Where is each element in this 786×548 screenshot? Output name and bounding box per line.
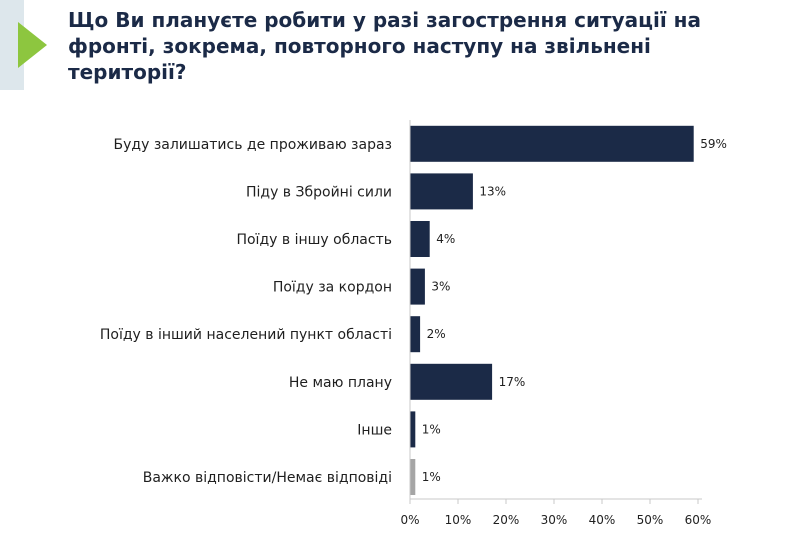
bar: [410, 411, 416, 448]
chart-title-line-1: Що Ви плануєте робити у разі загострення…: [68, 8, 701, 32]
play-arrow-icon: [0, 0, 47, 90]
bar: [410, 221, 430, 257]
value-label: 3%: [431, 280, 450, 294]
category-label: Поїду за кордон: [273, 280, 392, 296]
x-tick-label: 0%: [400, 513, 419, 527]
bar: [410, 125, 694, 162]
x-tick-label: 40%: [589, 513, 616, 527]
value-label: 17%: [499, 375, 526, 389]
chart-title-line-3: території?: [68, 60, 187, 84]
x-tick-label: 10%: [445, 513, 472, 527]
value-label: 1%: [422, 470, 441, 484]
value-label: 13%: [479, 184, 506, 198]
x-tick-label: 30%: [541, 513, 568, 527]
bar: [410, 363, 493, 400]
x-tick-label: 20%: [493, 513, 520, 527]
value-label: 4%: [436, 232, 455, 246]
accent-arrow: [18, 22, 47, 68]
bar: [410, 268, 425, 305]
x-tick-label: 60%: [685, 513, 712, 527]
category-label: Інше: [357, 422, 392, 438]
category-label: Піду в Збройні сили: [246, 184, 392, 200]
chart-title-line-2: фронті, зокрема, повторного наступу на з…: [68, 34, 651, 58]
value-label: 59%: [700, 137, 727, 151]
x-tick-label: 50%: [637, 513, 664, 527]
category-label: Поїду в іншу область: [236, 232, 392, 248]
category-label: Буду залишатись де проживаю зараз: [114, 137, 392, 153]
category-label: Не маю плану: [289, 375, 392, 391]
bar: [410, 459, 416, 495]
category-label: Важко відповісти/Немає відповіді: [143, 470, 392, 486]
bar: [410, 316, 421, 353]
bar: [410, 173, 473, 210]
value-label: 2%: [427, 327, 446, 341]
chart-title: Що Ви плануєте робити у разі загострення…: [68, 7, 768, 85]
value-label: 1%: [422, 422, 441, 436]
category-label: Поїду в інший населений пункт області: [100, 327, 392, 343]
